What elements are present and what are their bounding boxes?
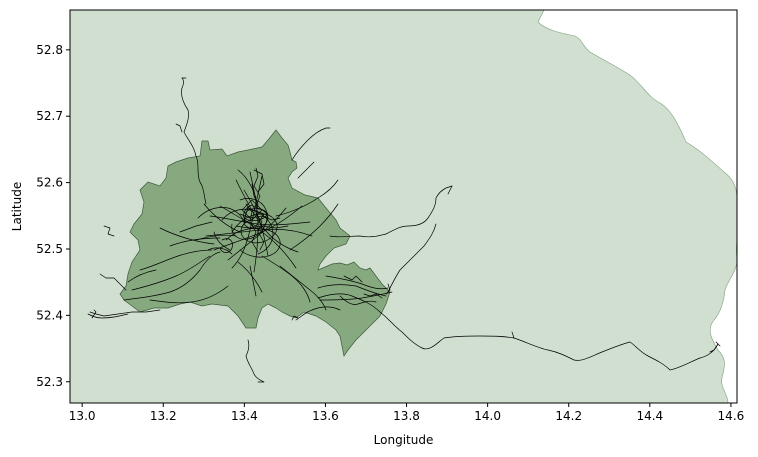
outside-region-area — [537, 10, 737, 403]
gps-tracks — [87, 77, 721, 383]
x-tick-label: 13.4 — [231, 409, 258, 423]
x-tick-label: 14.6 — [718, 409, 745, 423]
y-axis-ticks: 52.3 52.4 52.5 52.6 52.7 52.8 — [36, 43, 70, 389]
y-tick-label: 52.6 — [36, 176, 63, 190]
x-tick-label: 14.4 — [636, 409, 663, 423]
y-tick-label: 52.3 — [36, 375, 63, 389]
y-tick-label: 52.5 — [36, 242, 63, 256]
x-tick-label: 14.0 — [474, 409, 501, 423]
x-tick-label: 13.2 — [150, 409, 177, 423]
x-axis-ticks: 13.0 13.2 13.4 13.6 13.8 14.0 14.2 14.4 14.6 — [69, 403, 744, 423]
y-tick-label: 52.7 — [36, 109, 63, 123]
x-tick-label: 13.0 — [69, 409, 96, 423]
x-tick-label: 13.6 — [312, 409, 339, 423]
y-axis-label: Latitude — [10, 182, 24, 231]
x-tick-label: 13.8 — [393, 409, 420, 423]
y-tick-label: 52.8 — [36, 43, 63, 57]
y-tick-label: 52.4 — [36, 308, 63, 322]
x-tick-label: 14.2 — [555, 409, 582, 423]
x-axis-label: Longitude — [374, 433, 434, 447]
axes-frame — [69, 9, 738, 404]
